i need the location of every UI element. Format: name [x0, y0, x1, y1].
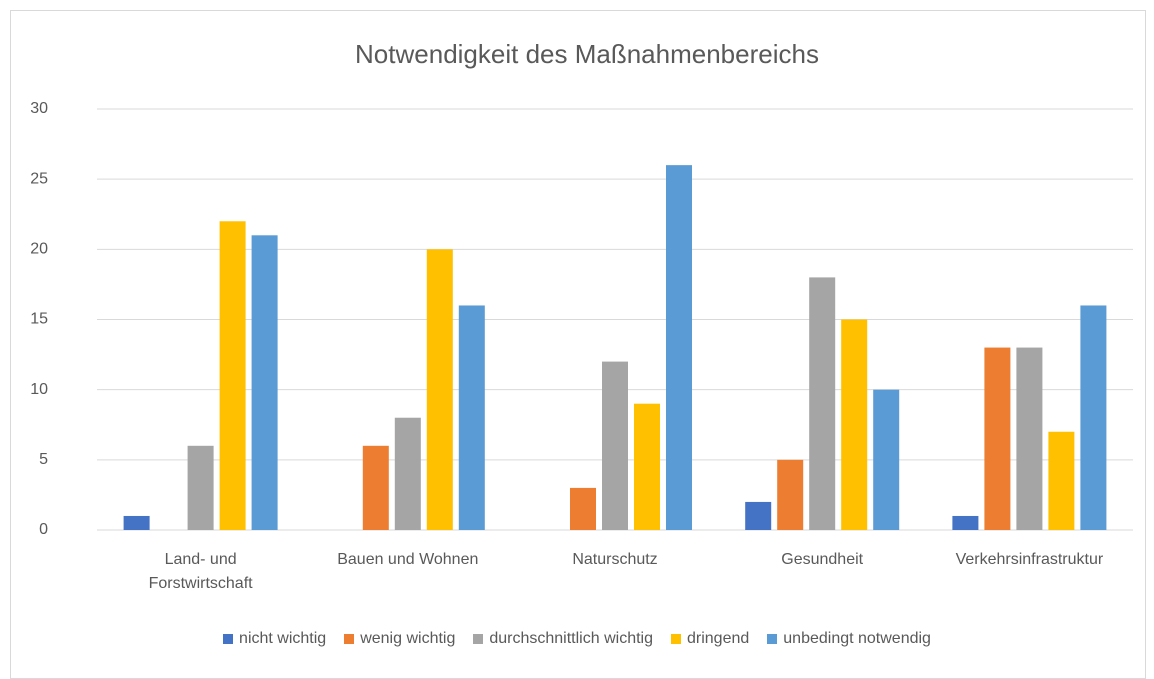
x-tick-label: Land- und Forstwirtschaft [148, 551, 253, 592]
bar [777, 459, 804, 530]
y-tick-label: 25 [30, 170, 48, 187]
bar [362, 445, 389, 530]
y-tick-label: 20 [30, 241, 48, 258]
legend-item: nicht wichtig [223, 630, 326, 648]
legend-label: durchschnittlich wichtig [489, 630, 653, 647]
y-tick-label: 15 [30, 311, 48, 328]
bar [251, 235, 278, 531]
y-tick-label: 30 [30, 100, 48, 117]
legend-item: durchschnittlich wichtig [473, 630, 653, 648]
legend-swatch [344, 634, 355, 644]
legend-item: wenig wichtig [344, 630, 455, 648]
legend-swatch [670, 634, 681, 644]
bar [1048, 431, 1075, 530]
y-tick-label: 5 [39, 451, 48, 468]
bar [570, 487, 596, 530]
bar [219, 221, 246, 530]
legend-label: nicht wichtig [239, 630, 327, 647]
bar [809, 277, 836, 530]
legend: nicht wichtig wenig wichtig durchschnittli… [0, 630, 1154, 648]
y-tick-label: 0 [39, 521, 48, 538]
legend-label: dringend [686, 630, 750, 647]
bar [841, 319, 868, 530]
bar [1016, 347, 1043, 530]
x-tick-label: Bauen und Wohnen [337, 551, 479, 568]
bar [873, 389, 900, 530]
bar [634, 403, 660, 530]
legend-swatch [223, 634, 234, 644]
legend-item: dringend [670, 630, 750, 648]
legend-swatch [473, 634, 484, 644]
bar [984, 347, 1011, 530]
x-tick-label: Naturschutz [572, 551, 658, 568]
bar [394, 417, 421, 530]
chart-title: Notwendigkeit des Maßnahmenbereichs [355, 39, 819, 69]
legend-label: unbedingt notwendig [783, 630, 931, 647]
bar [123, 515, 150, 530]
x-tick-label: Gesundheit [781, 551, 864, 568]
bar [187, 445, 214, 530]
legend-label: wenig wichtig [360, 630, 456, 647]
bar [952, 515, 979, 530]
y-tick-label: 10 [30, 381, 48, 398]
legend-swatch [767, 634, 778, 644]
bar [745, 501, 772, 530]
bar [1080, 305, 1107, 530]
bar [666, 165, 692, 530]
x-tick-label: Verkehrsinfrastruktur [955, 551, 1104, 568]
legend-item: unbedingt notwendig [767, 630, 931, 648]
bar [602, 361, 628, 530]
bar [426, 249, 453, 531]
bar [458, 305, 485, 530]
